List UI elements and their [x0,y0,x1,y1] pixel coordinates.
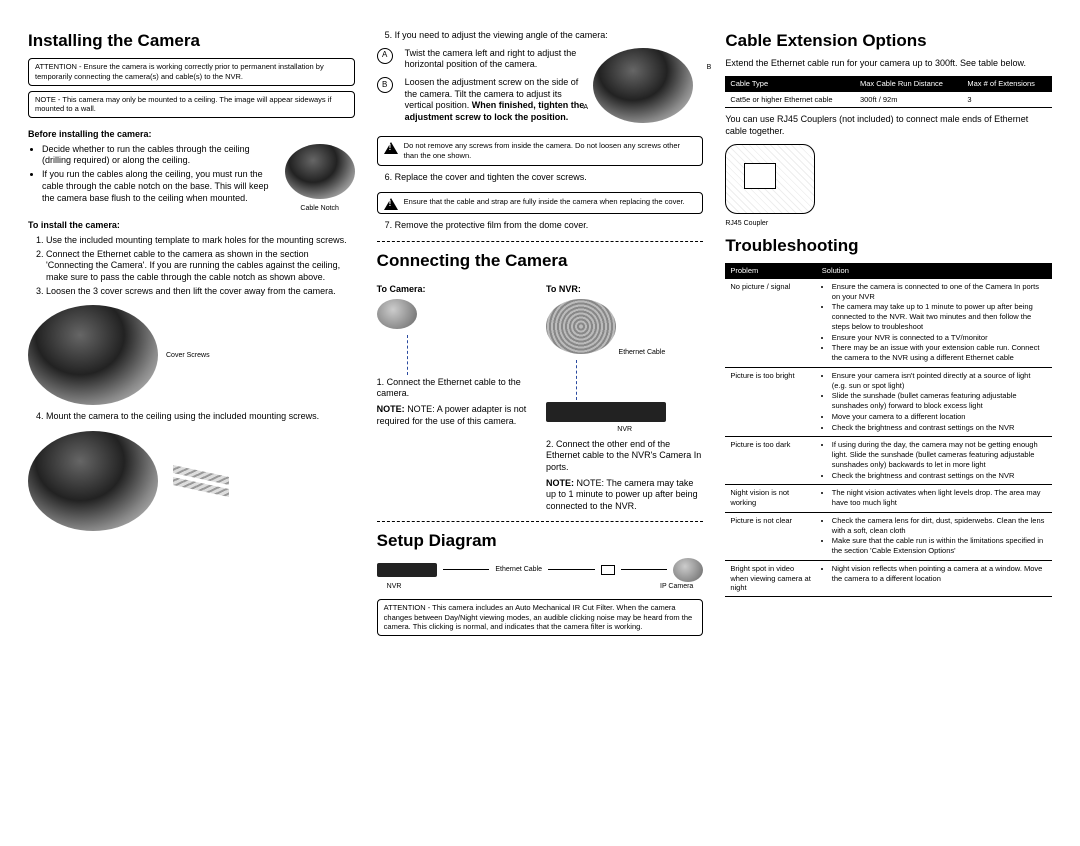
conn-2: 2. Connect the other end of the Ethernet… [546,439,703,474]
router-icon [601,565,615,575]
step-5: If you need to adjust the viewing angle … [395,30,704,42]
cable-th: Cable Type [725,76,855,92]
warning-1: Do not remove any screws from inside the… [377,136,704,166]
conn-1: 1. Connect the Ethernet cable to the cam… [377,377,534,400]
table-row: No picture / signal Ensure the camera is… [725,279,1052,368]
step-b-text: Loosen the adjustment screw on the side … [405,77,586,124]
note-box-1: NOTE - This camera may only be mounted t… [28,91,355,119]
to-camera-h: To Camera: [377,284,534,296]
cover-screws-image [28,305,158,405]
heading-installing: Installing the Camera [28,30,355,52]
cable-intro: Extend the Ethernet cable run for your c… [725,58,1052,70]
solution-cell: If using during the day, the camera may … [817,437,1052,485]
step-3: Loosen the 3 cover screws and then lift … [46,286,355,298]
step-7: Remove the protective film from the dome… [395,220,704,232]
conn-2-note: NOTE: NOTE: The camera may take up to 1 … [546,478,703,513]
cable-coil-icon [546,299,616,354]
step-6: Replace the cover and tighten the cover … [395,172,704,184]
cover-screws-caption: Cover Screws [166,351,210,360]
ipcam-label: IP Camera [660,582,693,591]
conn-1-note: NOTE: NOTE: A power adapter is not requi… [377,404,534,427]
problem-cell: No picture / signal [725,279,816,368]
trouble-th: Solution [817,263,1052,279]
install-heading: To install the camera: [28,220,355,232]
cable-notch-caption: Cable Notch [300,205,339,212]
dash-line [407,335,534,375]
before-heading: Before installing the camera: [28,129,355,141]
setup-diagram: Ethernet Cable [377,558,704,582]
step-2: Connect the Ethernet cable to the camera… [46,249,355,284]
problem-cell: Picture is not clear [725,512,816,560]
attention-box-2: ATTENTION - This camera includes an Auto… [377,599,704,636]
attention-box-1: ATTENTION - Ensure the camera is working… [28,58,355,86]
coupler-image [725,144,815,214]
heading-trouble: Troubleshooting [725,235,1052,257]
solution-cell: Ensure your camera isn't pointed directl… [817,367,1052,437]
warning-icon [384,198,398,210]
cable-table: Cable Type Max Cable Run Distance Max # … [725,76,1052,109]
install-steps: Use the included mounting template to ma… [28,235,355,299]
cable-td: 3 [962,92,1052,108]
problem-cell: Bright spot in video when viewing camera… [725,560,816,596]
trouble-th: Problem [725,263,816,279]
table-row: Picture is too bright Ensure your camera… [725,367,1052,437]
before-list: Decide whether to run the cables through… [28,144,277,206]
cable-th: Max # of Extensions [962,76,1052,92]
step-1: Use the included mounting template to ma… [46,235,355,247]
eth-label: Ethernet Cable [495,565,542,574]
nvr-icon [546,402,666,422]
column-3: Cable Extension Options Extend the Ether… [725,30,1052,816]
trouble-table: Problem Solution No picture / signal Ens… [725,263,1052,597]
table-row: Night vision is not working The night vi… [725,485,1052,513]
camera-icon [377,299,417,329]
divider [377,521,704,522]
camera-icon [673,558,703,582]
warning-icon [384,142,398,154]
label-b: B [707,63,712,72]
dash-line [576,360,703,400]
camera-base-image [28,431,158,531]
cable-td: 300ft / 92m [855,92,962,108]
heading-cable: Cable Extension Options [725,30,1052,52]
heading-setup: Setup Diagram [377,530,704,552]
install-steps-cont: Mount the camera to the ceiling using th… [28,411,355,425]
column-1: Installing the Camera ATTENTION - Ensure… [28,30,355,816]
to-nvr-h: To NVR: [546,284,703,296]
divider [377,241,704,242]
step-4: Mount the camera to the ceiling using th… [46,411,355,423]
cable-td: Cat5e or higher Ethernet cable [725,92,855,108]
adjust-image [593,48,693,123]
steps-6: Replace the cover and tighten the cover … [377,172,704,186]
heading-connecting: Connecting the Camera [377,250,704,272]
problem-cell: Picture is too bright [725,367,816,437]
solution-cell: Check the camera lens for dirt, dust, sp… [817,512,1052,560]
before-item: Decide whether to run the cables through… [42,144,277,167]
letter-a: A [377,48,393,64]
solution-cell: Night vision reflects when pointing a ca… [817,560,1052,596]
cable-notch-image [285,144,355,199]
nvr-icon [377,563,437,577]
column-2: If you need to adjust the viewing angle … [377,30,704,816]
steps-5: If you need to adjust the viewing angle … [377,30,704,44]
step-a-text: Twist the camera left and right to adjus… [405,48,586,71]
problem-cell: Night vision is not working [725,485,816,513]
warning-2: Ensure that the cable and strap are full… [377,192,704,214]
problem-cell: Picture is too dark [725,437,816,485]
letter-b: B [377,77,393,93]
coupler-caption: RJ45 Coupler [725,220,768,227]
eth-caption: Ethernet Cable [619,349,666,356]
table-row: Picture is too dark If using during the … [725,437,1052,485]
before-item: If you run the cables along the ceiling,… [42,169,277,204]
screws-image [166,461,236,501]
steps-7: Remove the protective film from the dome… [377,220,704,234]
solution-cell: The night vision activates when light le… [817,485,1052,513]
table-row: Picture is not clear Check the camera le… [725,512,1052,560]
cable-th: Max Cable Run Distance [855,76,962,92]
solution-cell: Ensure the camera is connected to one of… [817,279,1052,368]
label-a: A [583,103,588,112]
nvr-label: NVR [387,582,402,591]
coupler-text: You can use RJ45 Couplers (not included)… [725,114,1052,137]
table-row: Bright spot in video when viewing camera… [725,560,1052,596]
nvr-caption: NVR [546,425,703,434]
